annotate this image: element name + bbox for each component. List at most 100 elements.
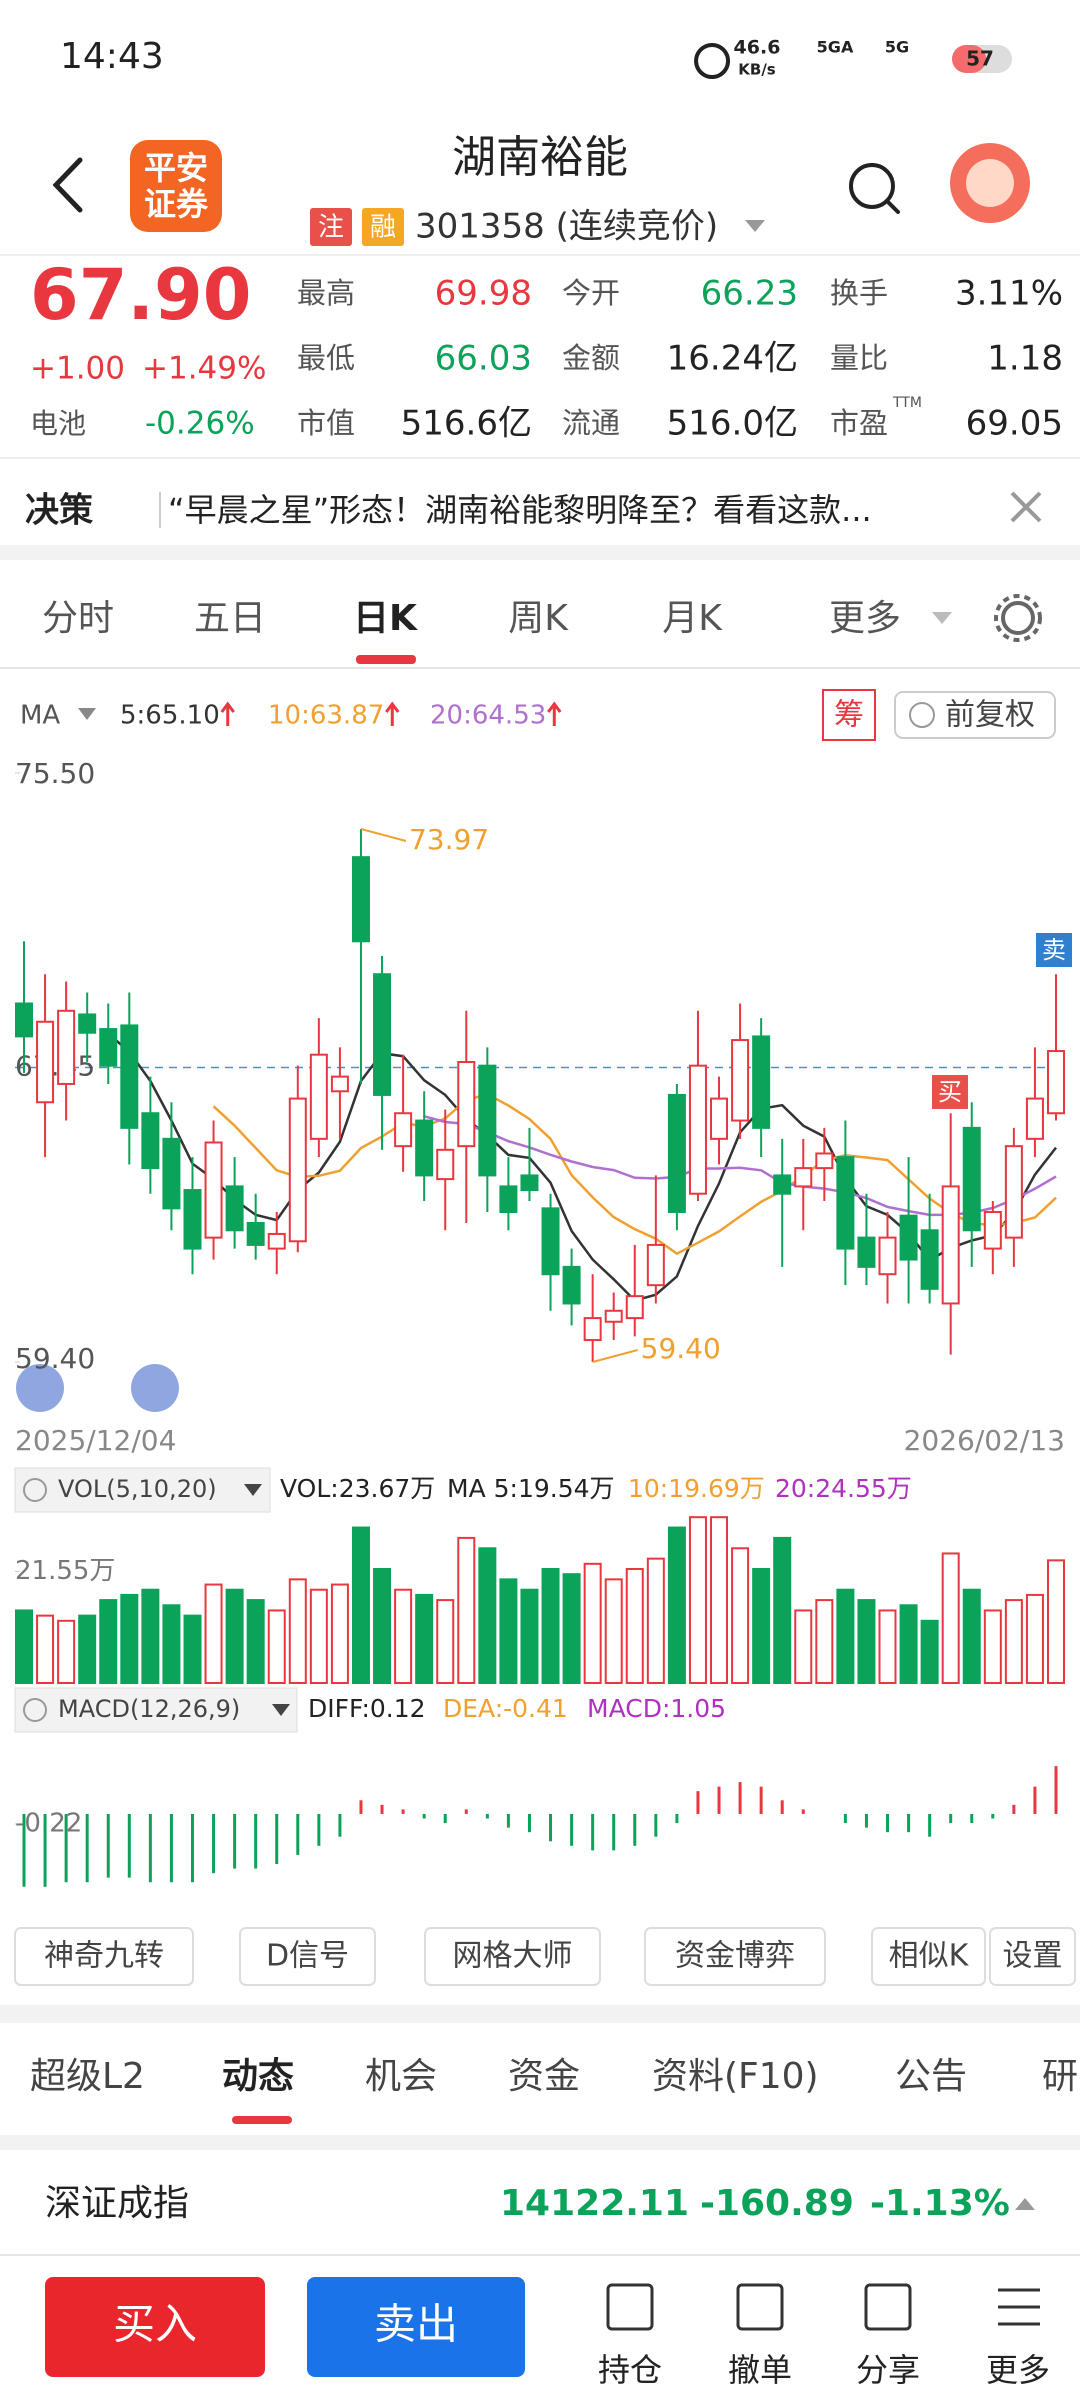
sector-pct: -0.26% — [145, 406, 255, 442]
tool-button[interactable] — [239, 1927, 376, 1986]
index-name: 深证成指 — [45, 2183, 189, 2224]
info-tab[interactable]: 资金 — [508, 2056, 580, 2097]
candle-body — [78, 1013, 97, 1034]
candle-body — [878, 1236, 897, 1276]
volume-bar — [794, 1609, 813, 1685]
candle-body — [141, 1112, 160, 1170]
volume-bar — [394, 1588, 413, 1685]
candle-body — [436, 1148, 455, 1181]
net-speed: 46.6 — [734, 37, 781, 59]
candle-body — [899, 1214, 918, 1261]
volume-bar — [920, 1619, 939, 1685]
volume-bar — [604, 1578, 623, 1685]
volume-bar — [752, 1568, 771, 1684]
candle-body — [710, 1097, 729, 1140]
expand-index[interactable] — [1015, 2198, 1035, 2210]
volume-bar — [288, 1578, 307, 1685]
buy-button[interactable] — [45, 2277, 265, 2377]
action-label[interactable]: 持仓 — [598, 2351, 662, 2389]
volume-bar — [646, 1557, 665, 1684]
volume-bar — [162, 1604, 181, 1684]
info-tab[interactable]: 研 — [1042, 2056, 1078, 2097]
volume-bar — [836, 1588, 855, 1685]
candle-body — [373, 973, 392, 1096]
period-tab[interactable]: 周K — [508, 598, 569, 639]
action-label[interactable]: 分享 — [856, 2351, 920, 2389]
chip-label[interactable]: 筹 — [834, 698, 864, 733]
period-tab[interactable]: 五日 — [194, 598, 266, 639]
candle-body — [57, 1009, 76, 1085]
indicator-selector[interactable] — [14, 1467, 271, 1513]
close-news[interactable] — [1010, 491, 1042, 523]
network: 5G — [885, 38, 909, 57]
adjust-label[interactable]: 前复权 — [945, 698, 1035, 733]
field-value: 69.05 — [966, 404, 1063, 444]
field-value: 66.03 — [435, 339, 532, 379]
battery-level — [952, 45, 986, 73]
gap — [0, 2005, 1080, 2023]
dropdown[interactable] — [745, 220, 765, 232]
volume-bar — [878, 1609, 897, 1685]
candle-body — [815, 1152, 834, 1170]
tool-label: 资金博弈 — [675, 1939, 795, 1974]
tool-button[interactable] — [424, 1927, 601, 1986]
dropdown[interactable] — [932, 612, 952, 624]
candle-body — [204, 1141, 223, 1239]
buy-marker-text: 买 — [938, 1078, 962, 1106]
icon — [736, 2283, 784, 2331]
icon — [606, 2283, 654, 2331]
info-tab[interactable]: 资料(F10) — [652, 2056, 819, 2097]
tool-button[interactable] — [871, 1927, 986, 1986]
candle-body — [1025, 1097, 1044, 1140]
sector: 电池 — [30, 407, 86, 440]
high-label: 73.97 — [409, 823, 489, 856]
indicator-title: MACD(12,26,9) — [58, 1695, 240, 1723]
action-label[interactable]: 撤单 — [728, 2351, 792, 2389]
period-tab[interactable]: 更多 — [829, 598, 901, 639]
search-icon[interactable] — [849, 163, 895, 209]
volume-bar — [15, 1609, 33, 1685]
tool-button[interactable] — [989, 1927, 1076, 1986]
x-tick-label: 2026/02/13 — [904, 1424, 1065, 1457]
settings-icon — [994, 594, 1042, 642]
settings-icon[interactable] — [1001, 601, 1035, 635]
indicator-value: DIFF:0.12 — [308, 1694, 426, 1723]
candle-body — [309, 1053, 328, 1140]
candle-body — [183, 1189, 202, 1250]
field-label: 量比 — [830, 341, 888, 375]
tool-button[interactable] — [14, 1927, 194, 1986]
back-button[interactable] — [52, 157, 83, 213]
change: +1.00 — [30, 351, 125, 387]
expand-button[interactable] — [16, 1364, 64, 1412]
ma-line — [107, 1032, 1057, 1302]
tab-indicator — [356, 655, 416, 664]
field-label: 流通 — [562, 406, 620, 440]
badge-text: 融 — [370, 213, 396, 243]
info-tab[interactable]: 动态 — [222, 2056, 294, 2097]
sell-button[interactable] — [307, 2277, 525, 2377]
info-tab[interactable]: 公告 — [895, 2056, 967, 2097]
indicator-title: VOL(5,10,20) — [58, 1475, 217, 1503]
period-tab[interactable]: 月K — [662, 598, 723, 639]
candle-body — [836, 1156, 855, 1250]
period-tab[interactable]: 日K — [353, 598, 418, 639]
period-tab[interactable]: 分时 — [42, 598, 114, 639]
action-label[interactable]: 更多 — [986, 2351, 1050, 2389]
sell-marker-text: 卖 — [1042, 936, 1066, 964]
dropdown[interactable] — [78, 708, 96, 720]
info-tab[interactable]: 超级L2 — [30, 2056, 145, 2097]
indicator-selector[interactable] — [14, 1687, 298, 1733]
ma-label: MA — [20, 701, 60, 731]
tool-button[interactable] — [644, 1927, 826, 1986]
info-tab[interactable]: 机会 — [365, 2056, 437, 2097]
chip-button[interactable] — [822, 689, 876, 741]
field-value: 1.18 — [987, 339, 1063, 379]
alarm-icon — [694, 43, 731, 79]
field-label: 市盈 — [830, 406, 888, 440]
candle-body — [604, 1309, 623, 1323]
adjust-button[interactable] — [894, 691, 1056, 739]
fullscreen-button[interactable] — [131, 1364, 179, 1412]
candle-body — [351, 856, 370, 943]
volume-bar — [99, 1599, 118, 1685]
candle-body — [330, 1075, 349, 1093]
